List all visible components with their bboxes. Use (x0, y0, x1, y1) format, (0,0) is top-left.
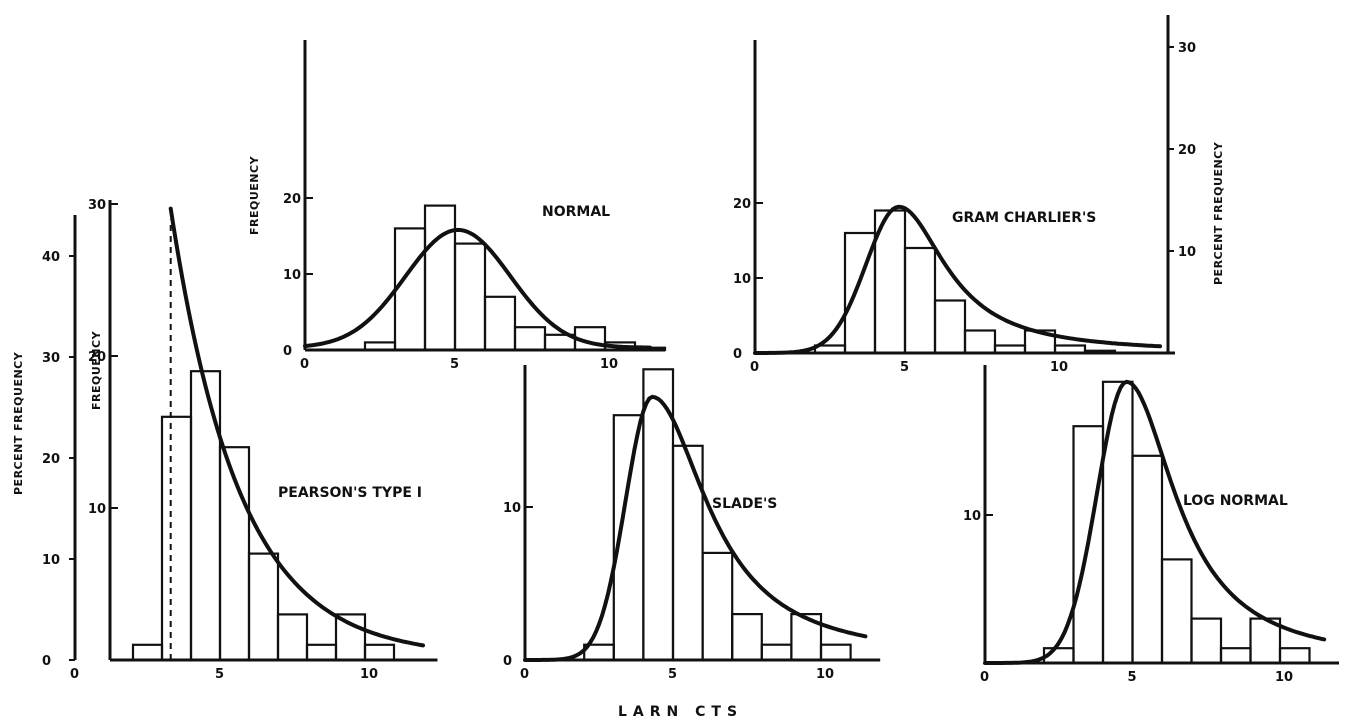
histogram-bar (131, 643, 164, 662)
percent-tick-label: 20 (42, 452, 60, 467)
panel-title: PEARSON'S TYPE I (278, 485, 422, 501)
histogram-bar (305, 643, 338, 662)
histogram-bar (1278, 647, 1311, 665)
y-tick-label: 0 (283, 344, 292, 359)
y-tick-label: 20 (88, 350, 106, 365)
y-tick-label: 10 (733, 272, 751, 287)
x-tick-label: 10 (1275, 670, 1293, 685)
y-tick-label: 10 (283, 268, 301, 283)
percent-tick-label: 30 (42, 351, 60, 366)
histogram-bar (423, 204, 457, 352)
panel-log-normal: 0 5 10 10 LOG NORMAL (963, 365, 1339, 685)
histogram-bar (453, 242, 487, 352)
y-tick-label: 20 (733, 197, 751, 212)
histogram-bar (1053, 344, 1087, 355)
fitted-curve (303, 227, 652, 350)
fitted-curve (523, 394, 868, 662)
y-axis-label: FREQUENCY (90, 330, 103, 410)
x-tick-label: 5 (668, 667, 677, 682)
fitted-curve (753, 204, 1162, 355)
x-tick-label: 10 (816, 667, 834, 682)
x-tick-label: 10 (1050, 360, 1068, 375)
x-tick-label: 0 (520, 667, 529, 682)
x-tick-label: 10 (360, 667, 378, 682)
x-tick-label: 5 (1128, 670, 1137, 685)
y-axis-label: FREQUENCY (248, 155, 261, 235)
panel-normal: 0 5 10 0 10 20 FREQUENCY NORMAL (248, 40, 667, 372)
x-tick-label: 5 (900, 360, 909, 375)
right-tick-label: 30 (1178, 41, 1196, 56)
histogram-bar (760, 643, 793, 662)
y-tick-label: 0 (503, 654, 512, 669)
y-tick-label: 10 (963, 509, 981, 524)
histogram-bar (363, 643, 396, 662)
right-tick-label: 10 (1178, 245, 1196, 260)
histogram-bar (790, 612, 823, 662)
right-tick-label: 20 (1178, 143, 1196, 158)
panel-title: NORMAL (542, 204, 610, 220)
histogram-bar (276, 613, 309, 662)
percent-axis-label: PERCENT FREQUENCY (12, 351, 25, 495)
histogram-bar (903, 246, 937, 355)
percent-tick-label: 0 (42, 654, 51, 669)
y-tick-label: 10 (88, 502, 106, 517)
histogram-bar (1131, 454, 1164, 665)
histogram-bar (393, 227, 427, 352)
histogram-bar (963, 329, 997, 355)
histogram-bar (1101, 380, 1134, 665)
x-tick-label: 5 (450, 357, 459, 372)
histogram-bar (819, 643, 852, 662)
histogram-bar (731, 612, 763, 662)
y-tick-label: 10 (503, 501, 521, 516)
y-tick-label: 30 (88, 198, 106, 213)
x-tick-label: 0 (750, 360, 759, 375)
x-tick-label: 0 (980, 670, 989, 685)
histogram-bar (701, 551, 734, 662)
x-tick-label: 10 (600, 357, 618, 372)
x-tick-label: 0 (70, 667, 79, 682)
histogram-bar (160, 415, 193, 662)
percent-tick-label: 40 (42, 250, 60, 265)
histogram-bar (1190, 617, 1223, 665)
figure-x-axis-label: LARN CTS (618, 704, 743, 720)
histogram-bar (1160, 558, 1193, 665)
panel-gram-charlier: 0 5 10 0 10 20 10 20 30 PERCENT FREQUENCY GRAM CHA… (733, 15, 1225, 375)
x-tick-label: 0 (300, 357, 309, 372)
fitted-curve (983, 379, 1327, 665)
y-axis-label: PERCENT FREQUENCY (1212, 141, 1225, 285)
panel-title: SLADE'S (712, 496, 777, 512)
histogram-bar (1219, 647, 1252, 665)
fitted-curve (168, 206, 425, 648)
histogram-bar (933, 299, 967, 355)
histogram-bar (189, 370, 222, 662)
panel-title: LOG NORMAL (1183, 493, 1288, 509)
histogram-bar (1083, 349, 1117, 355)
histogram-bar (513, 326, 547, 352)
histogram-bar (334, 613, 367, 662)
histogram-bar (247, 552, 280, 662)
histogram-bar (483, 295, 517, 352)
y-tick-label: 0 (733, 347, 742, 362)
panel-title: GRAM CHARLIER'S (952, 210, 1096, 226)
panel-pearson-type-i: 0 5 10 10 20 30 0 10 20 30 40 PERCENT FREQUENCY FREQ… (12, 198, 438, 682)
percent-tick-label: 10 (42, 553, 60, 568)
x-tick-label: 5 (215, 667, 224, 682)
panel-slade: 0 5 10 0 10 SLADE'S (503, 365, 881, 682)
y-tick-label: 20 (283, 192, 301, 207)
